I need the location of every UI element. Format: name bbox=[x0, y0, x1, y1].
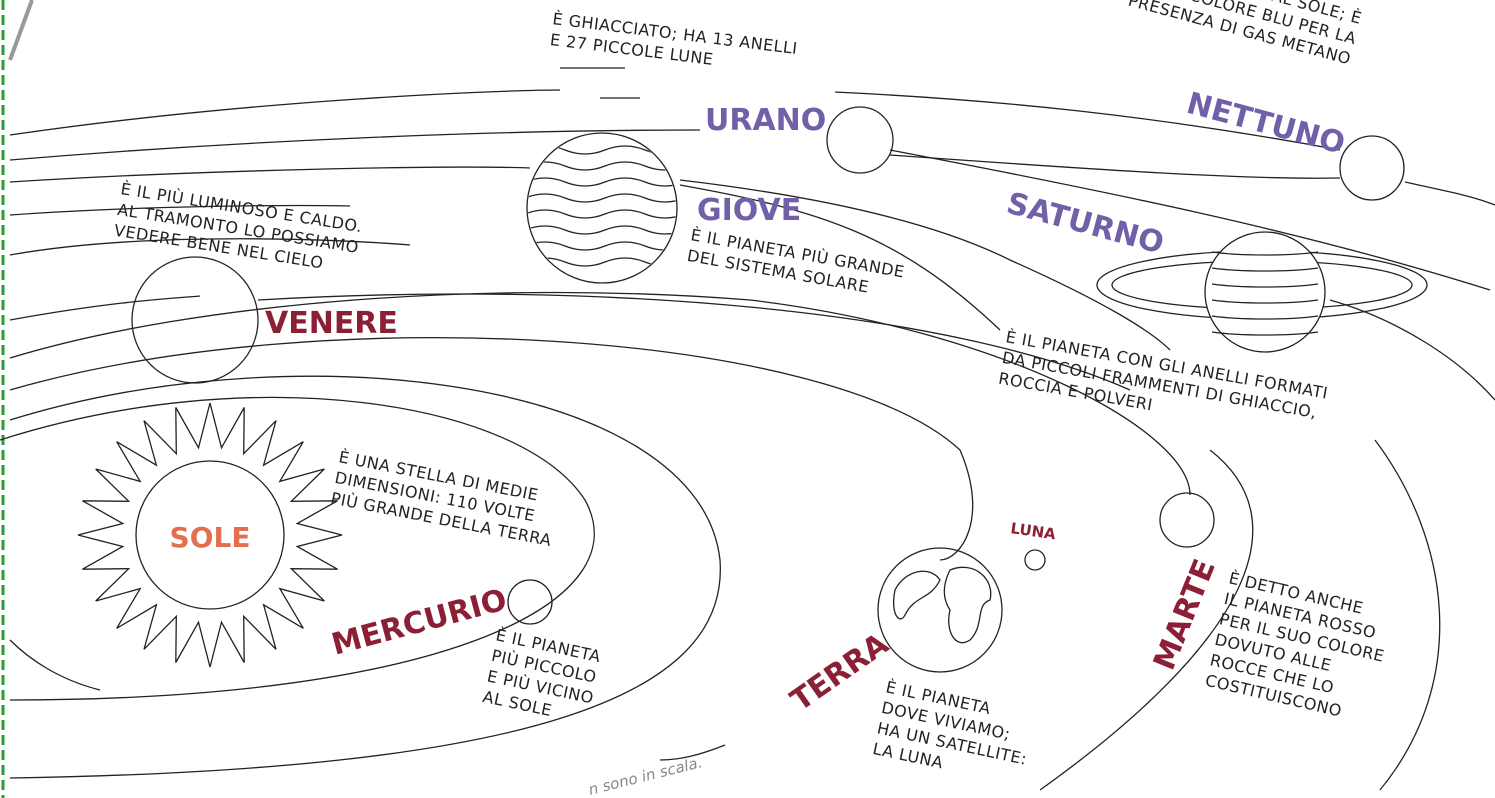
planet-name: TERRA bbox=[785, 626, 896, 718]
orbit bbox=[10, 640, 100, 690]
planet-name: SATURNO bbox=[1003, 186, 1168, 261]
planet-description: È IL PIANETA PIÙ GRANDEDEL SISTEMA SOLAR… bbox=[686, 225, 906, 302]
orbit bbox=[1375, 440, 1440, 790]
orbit bbox=[10, 376, 720, 778]
planet-description: È UNA STELLA DI MEDIEDIMENSIONI: 110 VOL… bbox=[329, 447, 561, 550]
orbit bbox=[1330, 300, 1495, 400]
venus bbox=[132, 257, 258, 383]
orbit bbox=[10, 130, 700, 160]
planet-description: È DETTO ANCHEIL PIANETA ROSSOPER IL SUO … bbox=[1203, 568, 1395, 727]
jupiter-band bbox=[525, 178, 685, 186]
planet-name: URANO bbox=[705, 103, 826, 138]
solar-system-diagram: SOLE È UNA STELLA DI MEDIEDIMENSIONI: 110… bbox=[0, 0, 1495, 798]
orbit bbox=[890, 155, 1340, 178]
planet-name: NETTUNO bbox=[1183, 86, 1349, 162]
planet-description: È IL PIANETADOVE VIVIAMO;HA UN SATELLITE… bbox=[871, 677, 1037, 789]
orbit bbox=[10, 90, 560, 135]
mercury bbox=[508, 580, 552, 624]
jupiter-band bbox=[525, 242, 685, 250]
jupiter-band bbox=[525, 210, 685, 218]
uranus bbox=[827, 107, 893, 173]
page: SOLE È UNA STELLA DI MEDIEDIMENSIONI: 110… bbox=[0, 0, 1495, 798]
orbit bbox=[10, 296, 200, 320]
moon-name: LUNA bbox=[1009, 519, 1057, 543]
earth bbox=[878, 548, 1002, 672]
scale-note: n sono in scala. bbox=[587, 753, 704, 798]
planet-description: È IL PIÙ LUMINOSO E CALDO.AL TRAMONTO LO… bbox=[113, 179, 364, 277]
planet-name: SOLE bbox=[170, 521, 251, 554]
moon bbox=[1025, 550, 1045, 570]
planet-name: GIOVE bbox=[697, 193, 801, 228]
jupiter bbox=[527, 133, 677, 283]
planet-name: VENERE bbox=[265, 306, 398, 341]
saturn bbox=[1205, 232, 1325, 352]
planet-description: È IL PIANETAPIÙ PICCOLOE PIÙ VICINOAL SO… bbox=[481, 625, 604, 728]
jupiter-band bbox=[525, 258, 685, 266]
corner-stroke bbox=[10, 0, 32, 60]
jupiter-band bbox=[525, 146, 685, 154]
planet-description: È IL PIÙ DISTANTE DAL SOLE; ÈGHIACCIATO … bbox=[1038, 0, 1364, 68]
jupiter-band bbox=[525, 194, 685, 202]
earth-continents bbox=[894, 567, 991, 642]
mars bbox=[1160, 493, 1214, 547]
neptune bbox=[1340, 136, 1404, 200]
planet-name: MERCURIO bbox=[328, 582, 511, 662]
orbit bbox=[10, 167, 530, 182]
jupiter-band bbox=[525, 162, 685, 170]
jupiter-band bbox=[525, 226, 685, 234]
orbit bbox=[1405, 182, 1495, 205]
orbit bbox=[890, 150, 1490, 290]
